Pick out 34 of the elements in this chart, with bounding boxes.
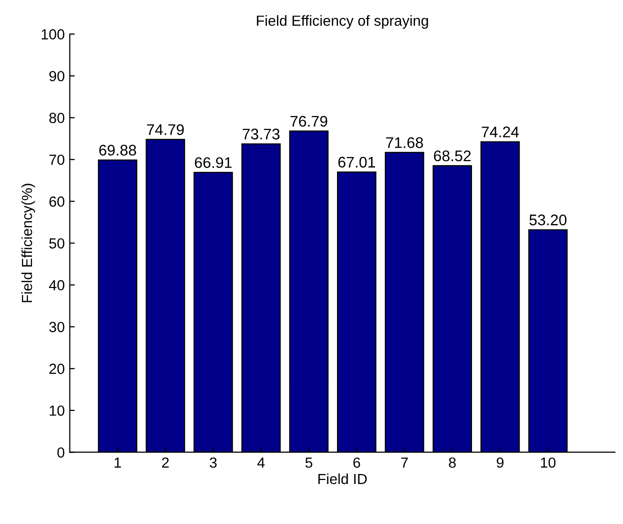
x-tick-label: 4 (257, 458, 265, 468)
data-label: 66.91 (194, 157, 232, 168)
data-label: 73.73 (242, 128, 280, 140)
data-label: 67.01 (338, 156, 376, 168)
data-label: 68.52 (434, 150, 471, 162)
y-tick-label: 70 (49, 154, 64, 165)
data-label: 74.79 (147, 124, 184, 136)
x-tick-label: 10 (540, 457, 556, 468)
x-tick-label: 1 (114, 458, 121, 468)
y-tick-label: 0 (57, 447, 64, 458)
y-tick-label: 60 (49, 196, 64, 207)
x-tick-label: 9 (496, 457, 504, 468)
y-tick-label: 10 (50, 406, 64, 416)
y-tick-label: 20 (49, 364, 64, 374)
y-axis-title: Field Efficiency(%) (21, 184, 36, 302)
data-label: 74.24 (482, 126, 519, 138)
data-label: 76.79 (290, 116, 328, 127)
data-label: 71.68 (386, 137, 423, 148)
x-tick-label: 3 (210, 457, 217, 468)
y-tick-label: 80 (49, 112, 64, 124)
x-tick-label: 8 (448, 457, 456, 468)
y-tick-label: 90 (49, 70, 64, 82)
y-tick-label: 40 (49, 280, 64, 290)
y-tick-label: 30 (49, 322, 64, 332)
chart-title: Field Efficiency of spraying (256, 15, 428, 29)
y-tick-label: 100 (42, 29, 64, 40)
data-label: 53.20 (529, 214, 566, 226)
x-tick-label: 5 (305, 458, 312, 468)
x-tick-label: 2 (162, 457, 169, 468)
x-tick-label: 7 (401, 458, 408, 468)
x-tick-label: 6 (353, 457, 360, 468)
x-axis-title: Field ID (318, 473, 367, 484)
y-tick-label: 50 (49, 238, 64, 249)
data-label: 69.88 (99, 144, 136, 156)
